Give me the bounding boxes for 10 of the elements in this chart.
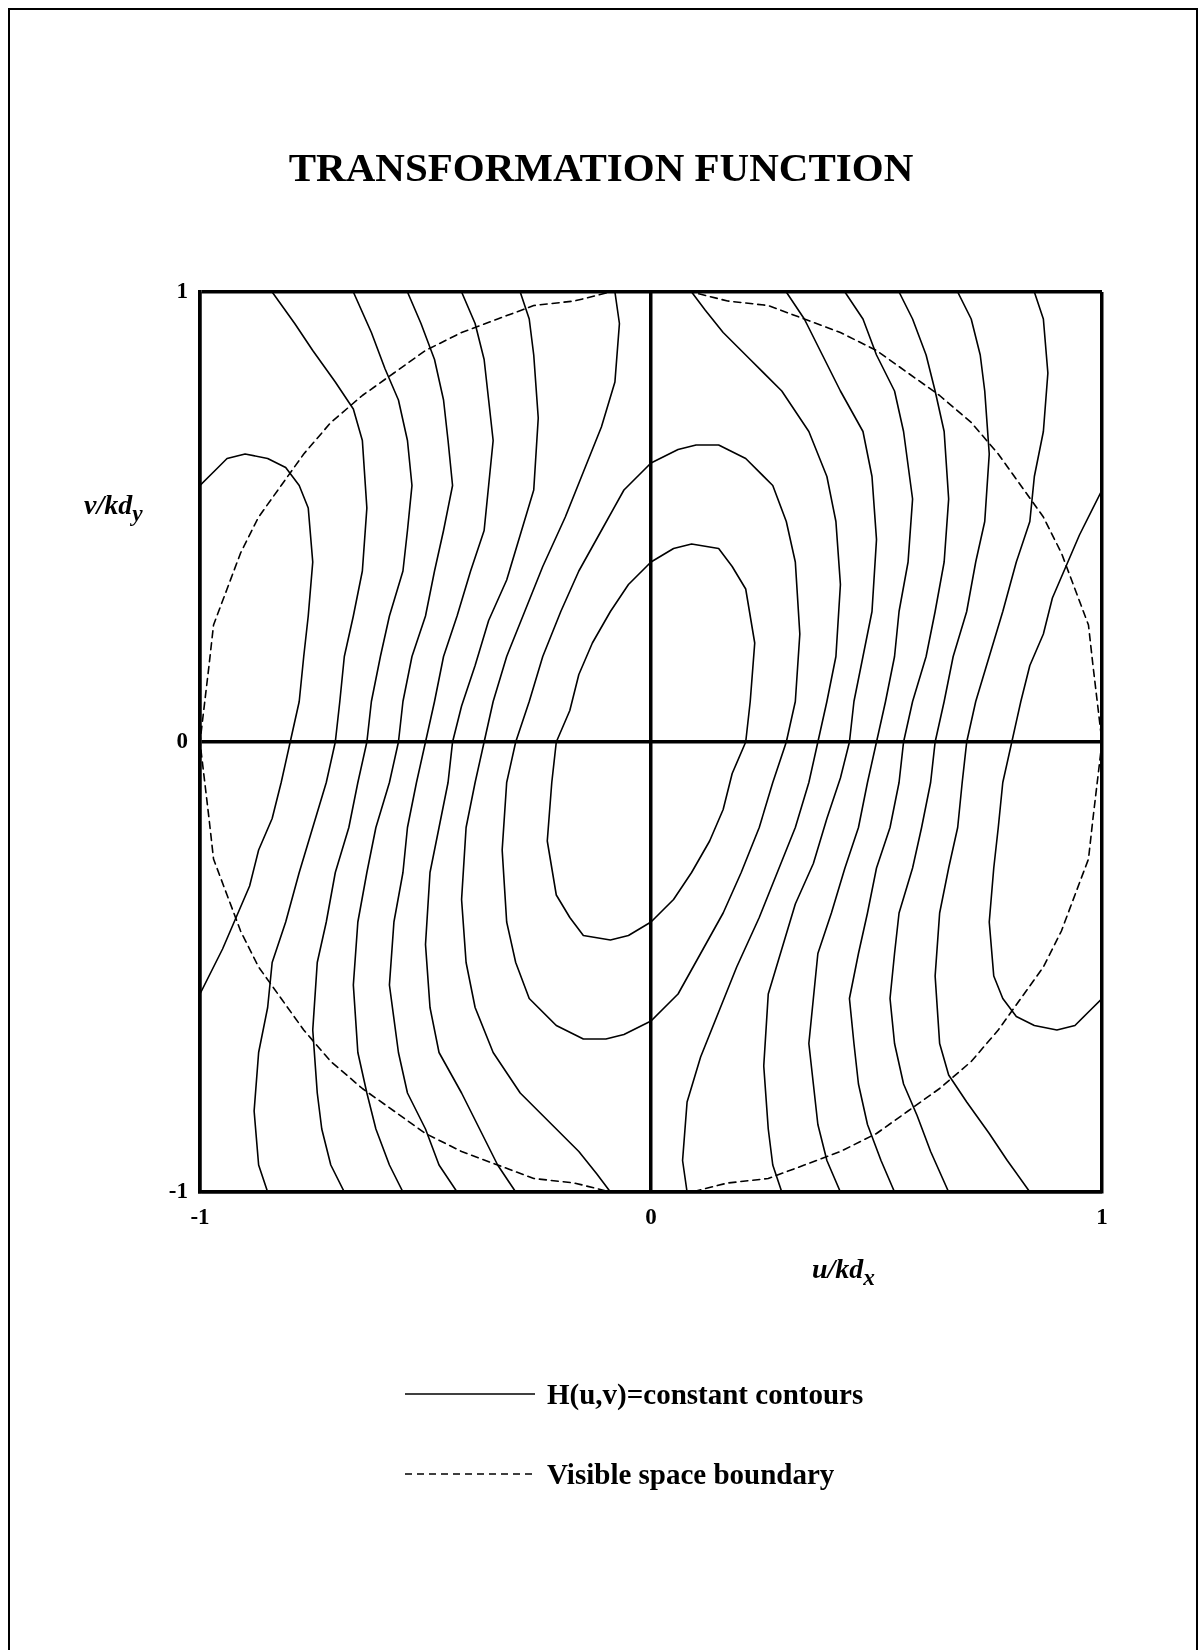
legend-label: H(u,v)=constant contours [547, 1377, 864, 1412]
chart-title: TRANSFORMATION FUNCTION [287, 143, 915, 192]
legend-label: Visible space boundary [547, 1457, 835, 1492]
x-tick-label: 0 [645, 1203, 657, 1229]
x-axis-title: u/kd$_{x}$ [812, 1252, 876, 1292]
x-tick-label: 1 [1096, 1203, 1108, 1229]
y-axis-title: v/kd$_{y}$ [84, 488, 143, 528]
y-tick-label: 0 [176, 727, 188, 753]
y-tick-label: -1 [168, 1177, 188, 1203]
y-tick-label: 1 [176, 277, 188, 303]
